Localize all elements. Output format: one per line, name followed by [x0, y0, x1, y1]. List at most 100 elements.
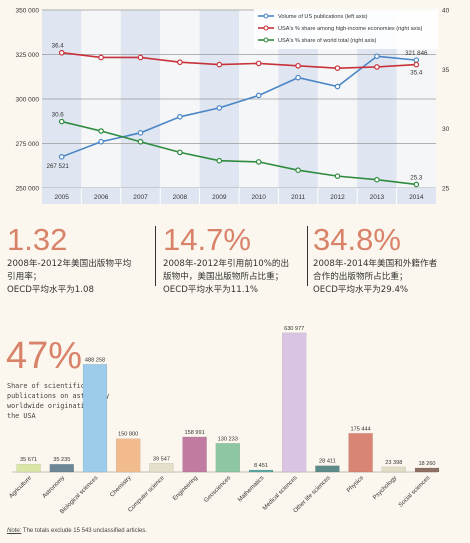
- category-label: Other life sciences: [293, 475, 332, 514]
- data-label: 35.4: [410, 70, 423, 77]
- x-axis-tick: 2013: [370, 194, 385, 201]
- data-point: [137, 130, 144, 136]
- data-point: [177, 114, 183, 120]
- bar-value-label: 35 671: [20, 457, 37, 463]
- stat-top10-share: 14.7% 2008年-2012年引用前10%的出 版物中，美国出版物所占比重；…: [163, 222, 289, 297]
- bar-value-label: 23 398: [385, 460, 402, 466]
- data-point: [413, 61, 420, 68]
- legend-label: Volume of US publications (left axis): [278, 14, 368, 20]
- data-label: 25.3: [410, 174, 423, 181]
- footnote-text: The totals exclude 15 543 unclassified a…: [22, 528, 147, 534]
- x-axis-tick: 2006: [94, 194, 109, 201]
- bar-value-label: 18 260: [418, 461, 435, 467]
- data-label: 36.4: [52, 43, 65, 50]
- right-axis-tick: 40: [442, 8, 450, 15]
- data-label: 321 846: [405, 50, 428, 57]
- bar: [49, 464, 74, 473]
- data-point: [58, 118, 65, 125]
- data-point: [295, 167, 301, 174]
- data-point: [58, 49, 65, 56]
- category-label: Astronomy: [42, 475, 67, 500]
- publications-line-chart: 250 000 275 000 300 000 325 000 350 000 25 30 3…: [16, 8, 450, 204]
- bar-value-label: 175 444: [350, 426, 370, 432]
- data-point: [374, 64, 380, 70]
- left-axis-tick: 350 000: [16, 8, 40, 15]
- category-label: Psychology: [372, 475, 398, 501]
- bar-value-label: 35 235: [53, 457, 70, 463]
- bar: [348, 433, 373, 473]
- stat-description: 2008年-2012年美国出版物平均 引用率； OECD平均水平为1.08: [7, 259, 132, 295]
- bar-value-label: 150 800: [118, 432, 138, 438]
- astronomy-share-value: 47%: [6, 335, 83, 377]
- stat-description: 2008年-2014年美国和外籍作者 合作的出版物所占比重； OECD平均水平为…: [313, 259, 438, 295]
- stat-value: 1.32: [7, 222, 68, 257]
- category-label: Medical sciences: [262, 475, 299, 512]
- left-axis-tick: 325 000: [16, 52, 40, 59]
- data-point: [98, 54, 104, 61]
- data-label: 267 521: [47, 163, 70, 170]
- category-label: Engineering: [172, 475, 199, 502]
- stat-value: 14.7%: [163, 222, 251, 257]
- data-label: 30.6: [52, 112, 65, 119]
- bar: [248, 469, 274, 473]
- stat-value: 34.8%: [313, 222, 401, 257]
- left-axis-tick: 300 000: [16, 97, 40, 104]
- data-point: [255, 159, 262, 165]
- data-point: [58, 154, 65, 160]
- category-label: Computer science: [127, 475, 166, 514]
- category-label: Social sciences: [398, 475, 431, 508]
- bar: [82, 364, 108, 473]
- x-axis-tick: 2008: [173, 194, 188, 201]
- bar: [182, 436, 207, 473]
- astronomy-share-description: Share of scientific publications on astr…: [7, 382, 110, 420]
- bar-value-label: 28 411: [319, 459, 336, 465]
- category-label: Chemistry: [109, 475, 132, 498]
- category-label: Agriculture: [8, 475, 33, 500]
- data-point: [334, 65, 341, 71]
- legend-marker: [263, 37, 269, 43]
- data-point: [98, 128, 104, 134]
- bar: [215, 443, 241, 473]
- legend-marker: [263, 13, 269, 19]
- bar: [149, 463, 174, 473]
- legend-label: USA's % share among high-income economie…: [278, 26, 423, 32]
- data-point: [334, 83, 341, 90]
- category-label: Physics: [346, 475, 365, 494]
- stat-coauthor-share: 34.8% 2008年-2014年美国和外籍作者 合作的出版物所占比重； OEC…: [313, 222, 437, 297]
- data-point: [216, 105, 223, 111]
- x-axis-tick: 2011: [291, 194, 305, 201]
- data-point: [137, 138, 144, 145]
- x-axis-tick: 2014: [409, 194, 424, 201]
- data-point: [177, 59, 183, 66]
- bar: [16, 463, 41, 473]
- legend-label: USA's % share of world total (right axis…: [278, 38, 377, 44]
- stat-description: 2008年-2012年引用前10%的出 版物中，美国出版物所占比重； OECD平…: [163, 259, 290, 295]
- stat-citation-rate: 1.32 2008年-2012年美国出版物平均 引用率； OECD平均水平为1.…: [7, 222, 131, 297]
- x-axis-tick: 2010: [251, 194, 266, 201]
- footnote-label: Note:: [7, 528, 22, 534]
- data-point: [98, 138, 104, 145]
- data-point: [413, 181, 420, 188]
- category-label: Geosciences: [203, 475, 232, 504]
- bar-value-label: 630 977: [284, 326, 304, 332]
- bar: [282, 332, 307, 473]
- data-point: [255, 92, 262, 99]
- left-axis-tick: 275 000: [16, 141, 40, 148]
- category-label: Mathematics: [237, 475, 265, 503]
- data-point: [137, 54, 144, 61]
- bar: [414, 467, 440, 473]
- legend-box: [254, 9, 438, 49]
- data-point: [374, 53, 380, 60]
- bar: [115, 438, 141, 473]
- right-axis-tick: 30: [442, 126, 450, 133]
- left-axis-tick: 250 000: [16, 186, 40, 193]
- series-line: [61, 51, 417, 69]
- data-point: [374, 176, 380, 183]
- x-axis-tick: 2005: [54, 194, 69, 201]
- bar-value-label: 158 991: [184, 430, 204, 436]
- data-point: [413, 57, 420, 63]
- right-axis-tick: 25: [442, 186, 450, 193]
- x-axis-tick: 2009: [212, 194, 227, 201]
- bar-value-label: 488 258: [85, 357, 105, 363]
- x-axis-tick: 2007: [133, 194, 148, 201]
